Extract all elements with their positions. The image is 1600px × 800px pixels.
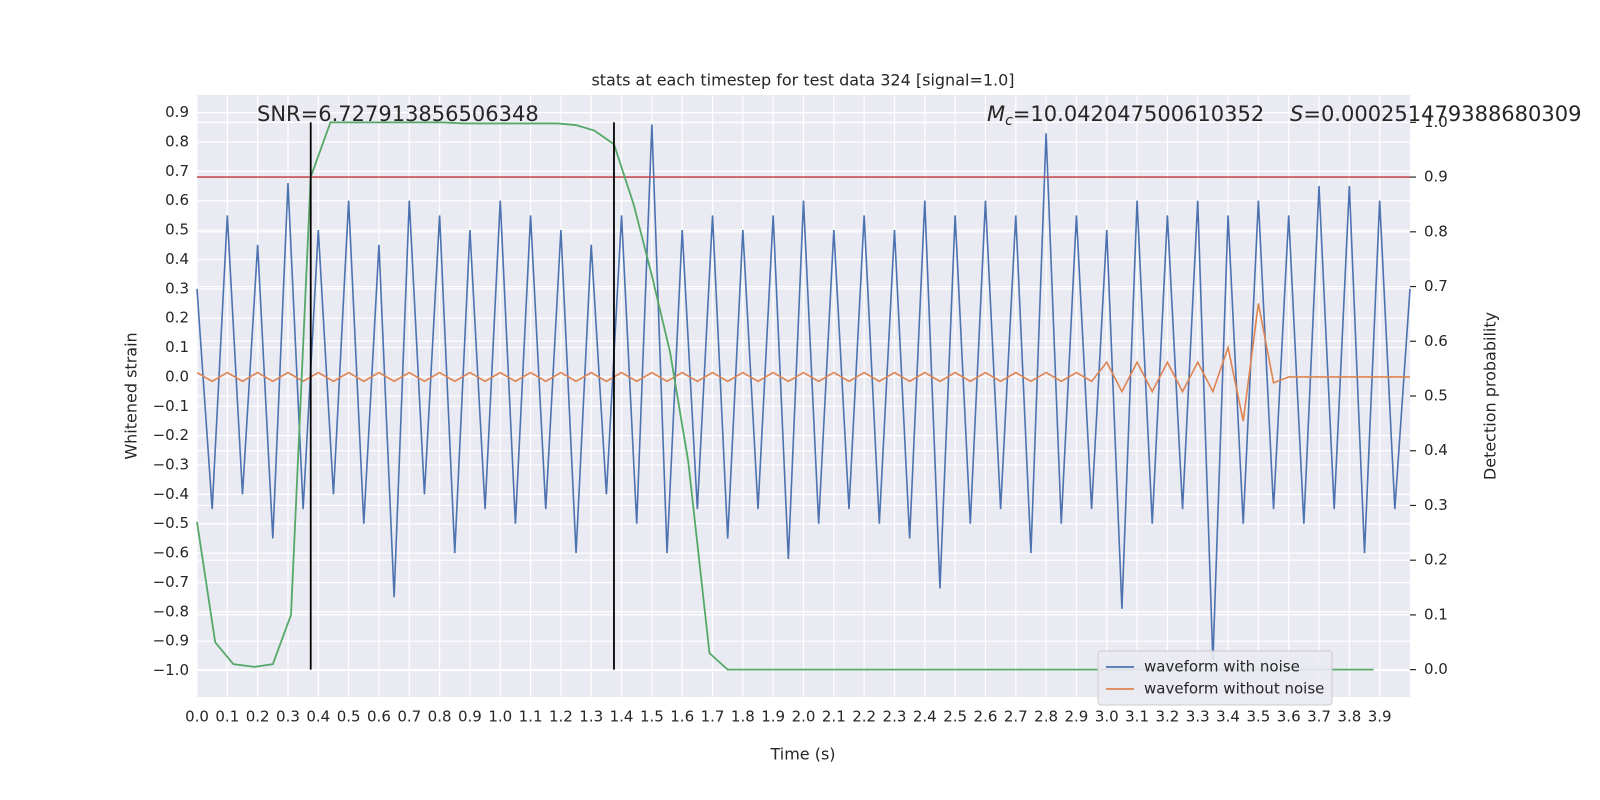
x-tick-label: 0.9 xyxy=(458,708,482,726)
y2-tick-label: 0.6 xyxy=(1424,332,1448,350)
x-tick-label: 1.4 xyxy=(610,708,634,726)
x-tick-label: 2.1 xyxy=(822,708,846,726)
x-tick-label: 3.1 xyxy=(1125,708,1149,726)
value: =0.000251479388680309 xyxy=(1303,102,1581,126)
y2-tick-label: 0.4 xyxy=(1424,441,1448,459)
x-tick-label: 0.6 xyxy=(367,708,391,726)
y-tick-label: −0.5 xyxy=(153,514,189,532)
y2-tick-label: 0.5 xyxy=(1424,387,1448,405)
y-tick-label: 0.9 xyxy=(165,103,189,121)
y-tick-label: −0.1 xyxy=(153,397,189,415)
y-tick-label: 0.1 xyxy=(165,338,189,356)
x-tick-label: 0.3 xyxy=(276,708,300,726)
y2-tick-label: 0.8 xyxy=(1424,222,1448,240)
x-tick-label: 0.2 xyxy=(246,708,270,726)
x-tick-label: 2.8 xyxy=(1034,708,1058,726)
x-tick-label: 1.0 xyxy=(488,708,512,726)
y-tick-label: 0.0 xyxy=(165,367,189,385)
x-tick-label: 2.7 xyxy=(1004,708,1028,726)
y-tick-label: −0.8 xyxy=(153,602,189,620)
y2-tick-label: 0.0 xyxy=(1424,660,1448,678)
legend-label: waveform with noise xyxy=(1144,658,1300,676)
y2-axis-label: Detection probability xyxy=(1481,312,1500,480)
y-tick-label: 0.4 xyxy=(165,250,189,268)
x-tick-label: 1.5 xyxy=(640,708,664,726)
x-tick-label: 0.5 xyxy=(337,708,361,726)
y2-tick-label: 0.7 xyxy=(1424,277,1448,295)
grid xyxy=(196,95,1410,697)
x-tick-label: 3.3 xyxy=(1186,708,1210,726)
x-tick-label: 1.9 xyxy=(761,708,785,726)
x-tick-label: 2.0 xyxy=(792,708,816,726)
x-tick-label: 1.8 xyxy=(731,708,755,726)
x-tick-label: 3.7 xyxy=(1307,708,1331,726)
marks xyxy=(196,121,1411,671)
series-line xyxy=(196,303,1410,422)
x-tick-label: 1.2 xyxy=(549,708,573,726)
y-tick-label: 0.3 xyxy=(165,279,189,297)
symbol: M xyxy=(987,102,1005,126)
y-tick-label: −0.2 xyxy=(153,426,189,444)
x-tick-label: 0.8 xyxy=(428,708,452,726)
y-tick-label: −0.3 xyxy=(153,456,189,474)
y-tick-label: 0.6 xyxy=(165,191,189,209)
probability-line xyxy=(196,121,1374,671)
y2-tick-label: 0.3 xyxy=(1424,496,1448,514)
x-tick-label: 0.4 xyxy=(306,708,330,726)
symbol: S xyxy=(1290,102,1303,126)
y-tick-label: 0.2 xyxy=(165,309,189,327)
x-tick-label: 2.9 xyxy=(1064,708,1088,726)
y-tick-label: 0.7 xyxy=(165,162,189,180)
s-annotation: S=0.000251479388680309 xyxy=(1290,102,1581,126)
x-tick-label: 1.1 xyxy=(519,708,543,726)
value: =10.042047500610352 xyxy=(1013,102,1264,126)
legend-box xyxy=(1097,650,1333,706)
x-tick-label: 3.9 xyxy=(1368,708,1392,726)
legend: waveform with noise waveform without nois… xyxy=(1097,650,1333,706)
x-tick-label: 2.5 xyxy=(943,708,967,726)
y-tick-label: 0.5 xyxy=(165,221,189,239)
y-tick-label: −0.4 xyxy=(153,485,189,503)
x-tick-label: 2.2 xyxy=(852,708,876,726)
x-tick-label: 3.2 xyxy=(1155,708,1179,726)
x-tick-label: 1.7 xyxy=(701,708,725,726)
x-tick-label: 1.6 xyxy=(670,708,694,726)
chirp-mass-annotation: Mc=10.042047500610352 xyxy=(987,102,1264,129)
x-tick-label: 2.3 xyxy=(883,708,907,726)
y-tick-label: −0.7 xyxy=(153,573,189,591)
y2-tick-label: 0.9 xyxy=(1424,168,1448,186)
x-tick-label: 3.8 xyxy=(1337,708,1361,726)
subscript: c xyxy=(1005,113,1013,129)
x-tick-label: 1.3 xyxy=(579,708,603,726)
snr-annotation: SNR=6.727913856506348 xyxy=(257,102,539,126)
x-tick-label: 0.0 xyxy=(185,708,209,726)
y2-tick-label: 0.2 xyxy=(1424,551,1448,569)
y-tick-label: −0.9 xyxy=(153,632,189,650)
y-tick-label: −1.0 xyxy=(153,661,189,679)
y-axis-label: Whitened strain xyxy=(122,332,141,459)
x-axis-label: Time (s) xyxy=(769,745,835,764)
x-tick-label: 3.5 xyxy=(1246,708,1270,726)
x-tick-label: 3.0 xyxy=(1095,708,1119,726)
x-tick-label: 3.4 xyxy=(1216,708,1240,726)
y-tick-label: −0.6 xyxy=(153,544,189,562)
x-tick-label: 0.7 xyxy=(397,708,421,726)
series-line xyxy=(196,124,1411,662)
chart-title: stats at each timestep for test data 324… xyxy=(591,71,1014,90)
y2-tick-label: 1.0 xyxy=(1424,113,1448,131)
y2-tick-label: 0.1 xyxy=(1424,605,1448,623)
y-tick-label: 0.8 xyxy=(165,132,189,150)
x-tick-label: 2.4 xyxy=(913,708,937,726)
x-tick-label: 3.6 xyxy=(1277,708,1301,726)
legend-label: waveform without noise xyxy=(1144,680,1324,698)
x-tick-label: 0.1 xyxy=(215,708,239,726)
x-tick-label: 2.6 xyxy=(974,708,998,726)
